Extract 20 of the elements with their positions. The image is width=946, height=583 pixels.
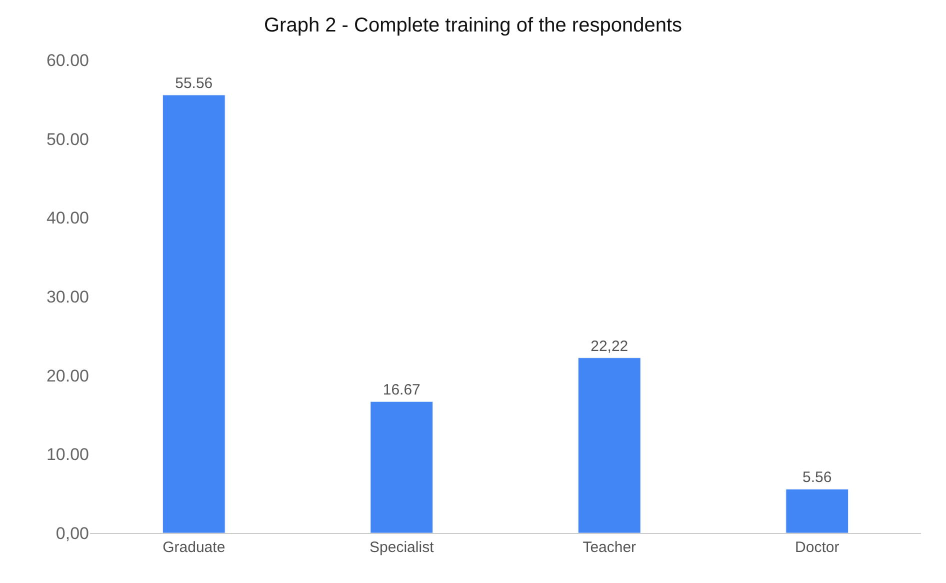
- x-tick-label: Teacher: [582, 539, 636, 556]
- y-tick-label: 40.00: [46, 208, 89, 228]
- data-label: 55.56: [175, 75, 213, 92]
- bar: [370, 401, 434, 533]
- x-tick-label: Specialist: [370, 539, 435, 556]
- y-tick-label: 50.00: [46, 130, 89, 149]
- chart-title: Graph 2 - Complete training of the respondents: [264, 14, 682, 36]
- bar: [786, 488, 849, 533]
- y-tick-label: 60.00: [46, 50, 89, 70]
- y-tick-label: 0,00: [56, 524, 89, 543]
- data-label: 5.56: [802, 469, 832, 486]
- x-tick-label: Graduate: [162, 539, 226, 556]
- x-tick-label: Doctor: [795, 539, 840, 556]
- data-label: 22,22: [590, 338, 628, 355]
- y-tick-label: 10.00: [46, 445, 89, 464]
- y-tick-label: 30.00: [46, 287, 89, 306]
- y-tick-label: 20.00: [46, 366, 89, 386]
- bar: [578, 358, 641, 533]
- data-label: 16.67: [382, 382, 420, 399]
- bar: [162, 94, 226, 533]
